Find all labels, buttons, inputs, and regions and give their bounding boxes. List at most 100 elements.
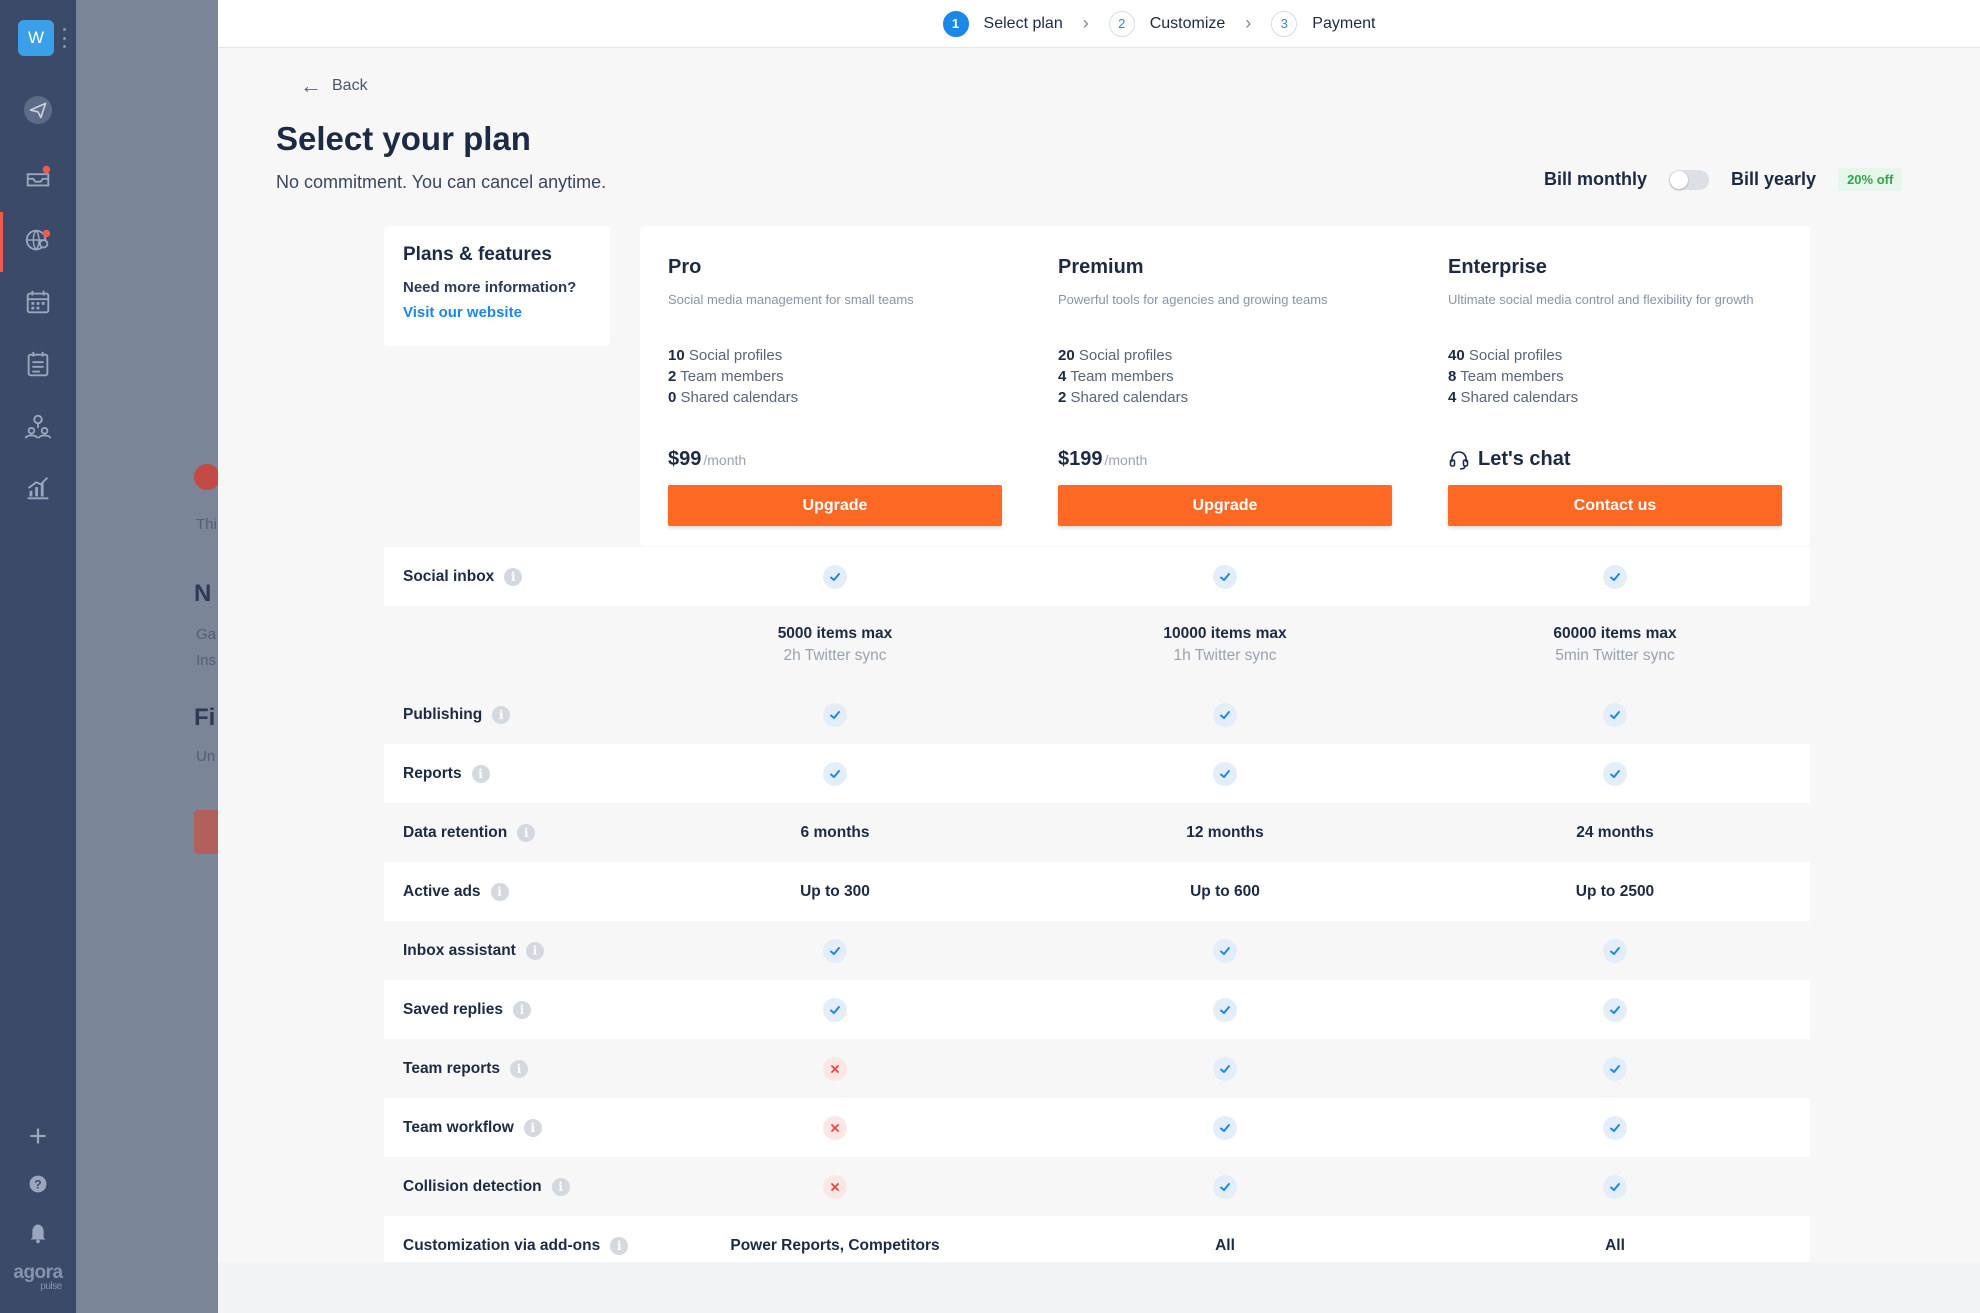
workspace-menu-icon[interactable]	[62, 28, 66, 48]
bill-monthly-label[interactable]: Bill monthly	[1544, 169, 1647, 189]
active-nav-indicator	[0, 212, 3, 272]
team-icon[interactable]	[20, 408, 56, 444]
chevron-right-icon: ›	[1245, 13, 1252, 33]
feature-row: Team reports i	[384, 1039, 1810, 1098]
info-icon[interactable]: i	[490, 882, 509, 901]
info-icon[interactable]: i	[504, 567, 523, 586]
discount-badge: 20% off	[1838, 168, 1903, 191]
plan-description: Powerful tools for agencies and growing …	[1058, 292, 1328, 307]
info-icon[interactable]: i	[471, 764, 490, 783]
add-icon[interactable]	[20, 1118, 56, 1154]
background-badge-icon	[194, 464, 220, 490]
not-included-cross-icon	[640, 1115, 1030, 1140]
included-check-icon	[1030, 702, 1420, 727]
included-check-icon	[1030, 761, 1420, 786]
background-heading: N	[194, 580, 212, 607]
not-included-cross-icon	[640, 1056, 1030, 1081]
calendar-icon[interactable]	[20, 284, 56, 320]
plan-price: $99/month	[668, 448, 747, 470]
checkout-stepper: 1 Select plan › 2 Customize › 3 Payment	[218, 0, 1980, 48]
included-check-icon	[1420, 1115, 1810, 1140]
included-check-icon	[1030, 997, 1420, 1022]
bill-yearly-label[interactable]: Bill yearly	[1731, 169, 1817, 189]
included-check-icon	[1030, 1056, 1420, 1081]
info-icon[interactable]: i	[510, 1059, 529, 1078]
background-page	[76, 0, 218, 1313]
feature-row: Active ads i Up to 300 Up to 600 Up to 2500	[384, 862, 1810, 921]
modal-footer	[218, 1262, 1980, 1313]
info-icon[interactable]: i	[492, 705, 511, 724]
feature-value: Power Reports, Competitors	[730, 1236, 940, 1254]
page-subtitle: No commitment. You can cancel anytime.	[276, 172, 607, 192]
feature-value: 6 months	[800, 823, 870, 841]
included-check-icon	[1030, 1115, 1420, 1140]
step-label: Customize	[1149, 14, 1226, 32]
billing-period-toggle[interactable]	[1669, 169, 1709, 190]
inbox-limit-detail: 5000 items max 2h Twitter sync	[777, 625, 893, 664]
publish-icon[interactable]	[20, 92, 56, 128]
page-title: Select your plan	[276, 120, 531, 157]
inbox-limit-detail: 60000 items max 5min Twitter sync	[1553, 625, 1677, 664]
feature-label: Collision detection i	[384, 1177, 674, 1196]
svg-text:?: ?	[34, 1178, 41, 1192]
not-included-cross-icon	[640, 1174, 1030, 1199]
feature-label: Saved replies i	[384, 1000, 674, 1019]
plan-description: Social media management for small teams	[668, 292, 914, 307]
step-number: 3	[1271, 10, 1298, 37]
background-heading: Fi	[194, 704, 216, 731]
info-icon[interactable]: i	[523, 1118, 542, 1137]
plan-card-pro: Pro Social media management for small te…	[640, 226, 1030, 546]
upgrade-premium-button[interactable]: Upgrade	[1058, 485, 1392, 526]
visit-website-link[interactable]: Visit our website	[403, 304, 522, 321]
inbox-icon[interactable]	[20, 158, 56, 194]
feature-row: Publishing i	[384, 685, 1810, 744]
background-text: Thi	[196, 516, 217, 533]
headset-icon	[1449, 450, 1469, 470]
help-icon[interactable]: ?	[20, 1166, 56, 1202]
analytics-icon[interactable]	[20, 470, 56, 506]
workspace-avatar[interactable]: W	[18, 20, 54, 56]
included-check-icon	[640, 938, 1030, 963]
feature-row: Team workflow i	[384, 1098, 1810, 1157]
plan-card-premium: Premium Powerful tools for agencies and …	[1030, 226, 1420, 546]
plan-price: Let's chat	[1448, 448, 1573, 471]
feature-label: Publishing i	[384, 705, 674, 724]
notifications-icon[interactable]	[20, 1214, 56, 1250]
feature-label: Data retention i	[384, 823, 674, 842]
feature-row: Collision detection i	[384, 1157, 1810, 1216]
billing-toggle-group: Bill monthly Bill yearly 20% off	[1544, 168, 1903, 191]
included-check-icon	[1420, 997, 1810, 1022]
background-text: Ga	[196, 626, 217, 643]
feature-row: Data retention i 6 months 12 months 24 month…	[384, 803, 1810, 862]
step-select-plan: 1 Select plan	[942, 10, 1063, 37]
info-icon[interactable]: i	[525, 941, 544, 960]
feature-label: Active ads i	[384, 882, 674, 901]
feature-row: Inbox assistant i	[384, 921, 1810, 980]
plan-name: Premium	[1058, 256, 1144, 278]
more-info-question: Need more information?	[403, 279, 577, 296]
included-check-icon	[1030, 1174, 1420, 1199]
feature-value: 12 months	[1186, 823, 1264, 841]
social-inbox-details-row: 5000 items max 2h Twitter sync 10000 items…	[384, 606, 1810, 685]
included-check-icon	[640, 702, 1030, 727]
info-icon[interactable]: i	[517, 823, 536, 842]
info-icon[interactable]: i	[512, 1000, 531, 1019]
inbox-limit-detail: 10000 items max 1h Twitter sync	[1163, 625, 1287, 664]
info-icon[interactable]: i	[551, 1177, 570, 1196]
info-icon[interactable]: i	[610, 1236, 629, 1255]
plan-description: Ultimate social media control and flexib…	[1448, 292, 1754, 307]
included-check-icon	[1420, 1174, 1810, 1199]
plan-selection-modal: 1 Select plan › 2 Customize › 3 Payment …	[218, 0, 1980, 1313]
feature-row: Saved replies i	[384, 980, 1810, 1039]
feature-label: Inbox assistant i	[384, 941, 674, 960]
feature-label: Social inbox i	[384, 567, 674, 586]
planner-icon[interactable]	[20, 346, 56, 382]
listening-icon[interactable]	[20, 222, 56, 258]
upgrade-pro-button[interactable]: Upgrade	[668, 485, 1002, 526]
included-check-icon	[1420, 761, 1810, 786]
contact-us-button[interactable]: Contact us	[1448, 485, 1782, 526]
back-link[interactable]: ← Back	[300, 73, 368, 99]
plan-features: 20 Social profiles 4 Team members 2 Shar…	[1058, 347, 1189, 406]
feature-label: Customization via add-ons i	[384, 1236, 674, 1255]
background-text: Ins	[196, 652, 217, 669]
